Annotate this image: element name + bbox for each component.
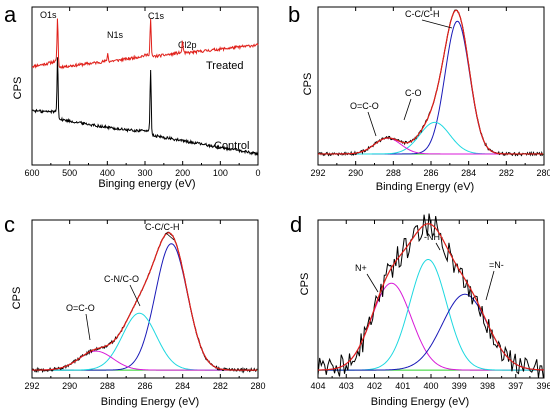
series-label-treated: Treated [206,60,244,72]
component-label-c-oco: O=C-O [66,303,95,313]
x-tick-label: 288 [100,381,115,391]
x-tick-label: 290 [348,168,363,178]
x-tick-label: 282 [213,381,228,391]
component-label-d-n: =N- [489,260,504,270]
x-axis-label-a: Binging energy (eV) [98,178,195,190]
x-tick-label: 403 [339,381,354,391]
x-tick-label: 292 [24,381,39,391]
x-tick-label: 396 [536,381,550,391]
component-label-b-cc: C-C/C-H [405,9,440,19]
annotation-pointer [485,270,495,301]
x-tick-label: 400 [423,381,438,391]
fit-envelope-line [318,9,544,155]
peak-label-cl2p: Cl2p [178,40,197,50]
panel-letter-a: a [4,2,17,27]
x-tick-label: 280 [250,381,265,391]
fit-component-line [32,312,258,371]
annotation-pointer [403,98,412,121]
series-line-treated [31,18,259,70]
panel-letter-d: d [290,212,302,237]
x-tick-label: 402 [367,381,382,391]
y-axis-label-d: CPS [299,273,311,296]
x-tick-label: 300 [137,168,152,178]
panel-letter-c: c [4,212,15,237]
x-tick-label: 284 [175,381,190,391]
raw-data-line [317,9,544,157]
component-label-d-nplus: N+ [355,263,367,273]
x-tick-label: 400 [100,168,115,178]
x-tick-label: 292 [310,168,325,178]
annotation-pointer [366,273,379,293]
component-label-b-oco: O=C-O [350,101,379,111]
x-tick-label: 500 [62,168,77,178]
x-tick-label: 100 [213,168,228,178]
component-label-c-cnco: C-N/C-O [104,274,139,284]
annotation-pointer [85,313,91,341]
x-tick-label: 600 [24,168,39,178]
x-tick-label: 284 [461,168,476,178]
fit-envelope-line [32,232,258,371]
y-axis-label-c: CPS [11,287,23,310]
component-label-b-co: C-O [405,88,422,98]
fit-envelope-line [317,223,545,371]
x-axis-label-b: Binding Energy (eV) [376,181,474,193]
fit-component-line [318,121,544,155]
fit-component-line [317,282,544,371]
x-tick-label: 280 [536,168,550,178]
x-tick-label: 398 [480,381,495,391]
component-label-c-cc: C-C/C-H [145,222,180,232]
panel-d-n1s: N+ -NH- =N- CPS Binding Energy (eV) 404 4… [299,213,550,408]
annotation-pointer [421,19,453,29]
panel-a-survey-spectrum: O1s N1s C1s Cl2p Treated Control CPS Bin… [12,6,261,190]
raw-data-line [31,231,258,374]
y-axis-label-a: CPS [12,77,24,100]
x-axis-label-c: Binding Energy (eV) [101,396,199,408]
fit-component-line [318,20,544,155]
x-tick-label: 397 [508,381,523,391]
x-tick-label: 404 [310,381,325,391]
panel-c-c1s: C-C/C-H C-N/C-O O=C-O CPS Binding Energy… [11,219,266,408]
x-tick-label: 0 [255,168,260,178]
annotation-pointer [165,232,175,241]
x-tick-label: 200 [175,168,190,178]
plot-frame [31,219,259,379]
peak-label-c1s: C1s [148,11,165,21]
x-tick-label: 399 [452,381,467,391]
y-axis-label-b: CPS [302,73,314,96]
panel-b-c1s-treated: C-C/C-H C-O O=C-O CPS Binding Energy (eV… [302,6,550,193]
series-label-control: Control [214,140,249,152]
x-tick-label: 290 [62,381,77,391]
component-label-d-nh: -NH- [424,232,443,242]
x-tick-label: 288 [386,168,401,178]
x-tick-label: 282 [499,168,514,178]
peak-label-n1s: N1s [107,30,124,40]
annotation-pointer [129,284,141,307]
x-tick-label: 286 [137,381,152,391]
annotation-pointer [435,242,441,251]
x-tick-label: 286 [423,168,438,178]
x-tick-label: 401 [395,381,410,391]
annotation-pointer [367,111,377,137]
panel-letter-b: b [288,2,300,27]
peak-label-o1s: O1s [40,10,57,20]
series-line-control [31,57,259,157]
x-axis-label-d: Binding Energy (eV) [371,396,469,408]
